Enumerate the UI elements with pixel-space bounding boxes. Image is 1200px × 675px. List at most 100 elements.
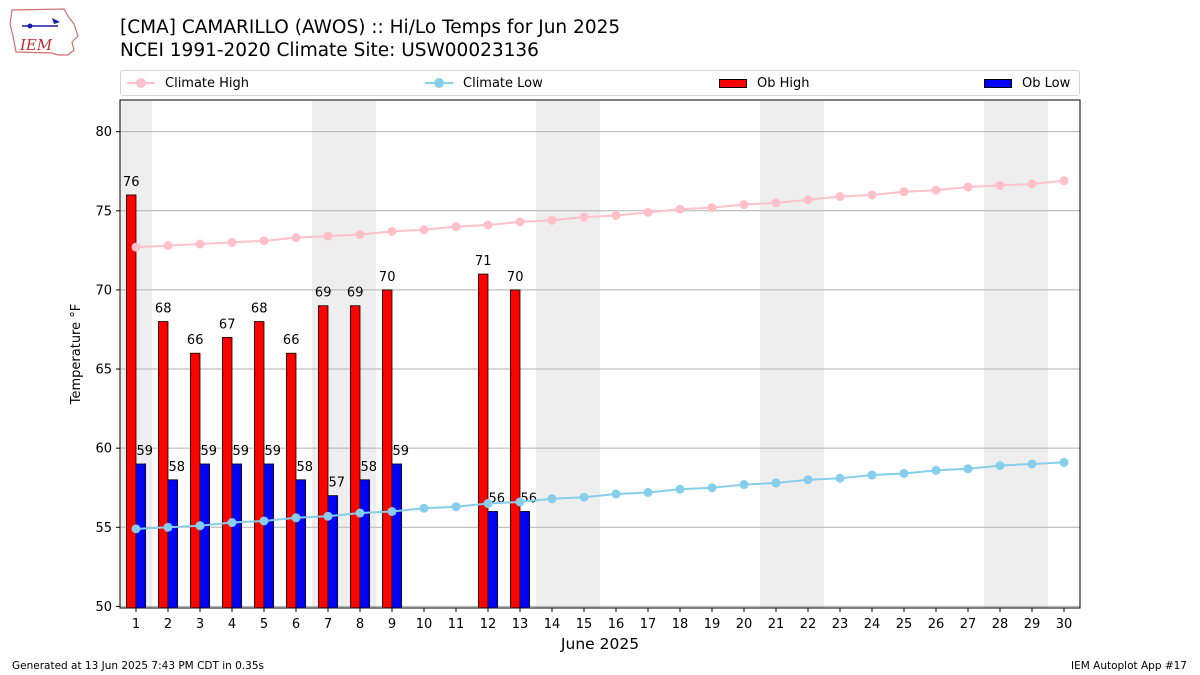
climate-low-point [291, 513, 301, 523]
ob-low-bar [167, 479, 179, 609]
x-tick-label: 23 [832, 617, 849, 632]
x-tick-label: 28 [992, 617, 1009, 632]
ob-low-label: 59 [233, 444, 250, 459]
legend-item-ob-low: Ob Low [984, 71, 1070, 95]
legend-label: Ob Low [1022, 75, 1071, 91]
climate-high-line [135, 179, 1065, 249]
climate-high-point [515, 217, 525, 227]
ob-high-label: 70 [507, 270, 524, 285]
logo-text: IEM [19, 36, 53, 54]
legend-label: Climate Low [463, 75, 543, 91]
climate-low-point [1027, 459, 1037, 469]
ob-low-label: 57 [329, 476, 346, 491]
legend-swatch-ob-high [719, 78, 747, 88]
climate-high-point [1027, 179, 1037, 189]
ob-high-bar [317, 305, 329, 609]
x-tick-label: 20 [736, 617, 753, 632]
ob-high-bar [349, 305, 361, 609]
climate-low-point [387, 506, 397, 516]
ob-high-bar [381, 289, 393, 609]
ob-high-bar [285, 352, 297, 609]
ob-high-label: 68 [155, 302, 172, 317]
iem-logo: IEM [9, 8, 79, 56]
climate-high-point [803, 195, 813, 205]
climate-high-point [163, 241, 173, 251]
climate-low-point [163, 522, 173, 532]
climate-high-point [451, 222, 461, 232]
climate-low-point [675, 484, 685, 494]
climate-high-point [483, 220, 493, 230]
plot-frame [119, 99, 1081, 609]
y-tick-label: 80 [95, 125, 112, 140]
legend-item-ob-high: Ob High [719, 71, 810, 95]
ob-low-label: 58 [361, 460, 378, 475]
app-note: IEM Autoplot App #17 [1071, 660, 1187, 672]
climate-low-point [611, 489, 621, 499]
weekend-shade [984, 100, 1048, 608]
x-tick-label: 15 [576, 617, 593, 632]
climate-high-point [931, 185, 941, 195]
ob-low-label: 56 [521, 491, 538, 506]
x-tick-label: 25 [896, 617, 913, 632]
climate-low-point [547, 494, 557, 504]
x-tick-label: 18 [672, 617, 689, 632]
climate-high-point [867, 190, 877, 200]
climate-low-point [483, 499, 493, 509]
x-tick-label: 16 [608, 617, 625, 632]
x-tick-label: 12 [480, 617, 497, 632]
ob-high-label: 69 [315, 286, 332, 301]
ob-low-label: 59 [201, 444, 218, 459]
climate-high-point [643, 207, 653, 217]
y-tick-label: 75 [95, 204, 112, 219]
ob-high-label: 76 [123, 175, 140, 190]
ob-low-bar [295, 479, 307, 609]
legend: Climate High Climate Low Ob High Ob Low [120, 70, 1080, 96]
ob-high-bar [126, 194, 137, 609]
legend-swatch-climate-low [425, 76, 453, 90]
climate-low-point [515, 497, 525, 507]
climate-high-point [227, 237, 237, 247]
climate-low-point [963, 464, 973, 474]
climate-low-point [451, 502, 461, 512]
y-tick-label: 50 [95, 600, 112, 615]
chart-title: [CMA] CAMARILLO (AWOS) :: Hi/Lo Temps fo… [120, 17, 621, 38]
x-tick-label: 10 [416, 617, 433, 632]
x-tick-label: 3 [196, 617, 204, 632]
ob-high-bar [253, 321, 265, 609]
ob-high-bar [509, 289, 521, 609]
ob-high-label: 69 [347, 286, 364, 301]
climate-high-point [547, 215, 557, 225]
climate-high-point [1059, 176, 1069, 186]
ob-high-label: 71 [475, 254, 492, 269]
x-tick-label: 14 [544, 617, 561, 632]
climate-high-point [675, 204, 685, 214]
ob-low-label: 59 [393, 444, 410, 459]
x-tick-label: 6 [292, 617, 300, 632]
ob-low-bar [519, 511, 531, 609]
x-tick-label: 5 [260, 617, 268, 632]
weekend-shade [760, 100, 824, 608]
climate-low-point [419, 503, 429, 513]
ob-low-label: 58 [297, 460, 314, 475]
y-tick-label: 55 [95, 521, 112, 536]
x-tick-label: 17 [640, 617, 657, 632]
ob-low-bar [487, 511, 499, 609]
climate-low-point [195, 521, 205, 531]
climate-high-point [963, 182, 973, 192]
climate-low-line [135, 461, 1065, 530]
ob-high-bar [477, 273, 489, 609]
climate-low-point [579, 492, 589, 502]
legend-swatch-ob-low [984, 78, 1012, 88]
ob-high-bar [189, 352, 201, 609]
x-tick-label: 19 [704, 617, 721, 632]
x-tick-label: 11 [448, 617, 465, 632]
climate-low-point [355, 508, 365, 518]
ob-low-bar [359, 479, 371, 609]
legend-label: Climate High [165, 75, 250, 91]
climate-low-point [803, 475, 813, 485]
climate-high-point [355, 230, 365, 240]
x-tick-label: 29 [1024, 617, 1041, 632]
x-tick-label: 26 [928, 617, 945, 632]
